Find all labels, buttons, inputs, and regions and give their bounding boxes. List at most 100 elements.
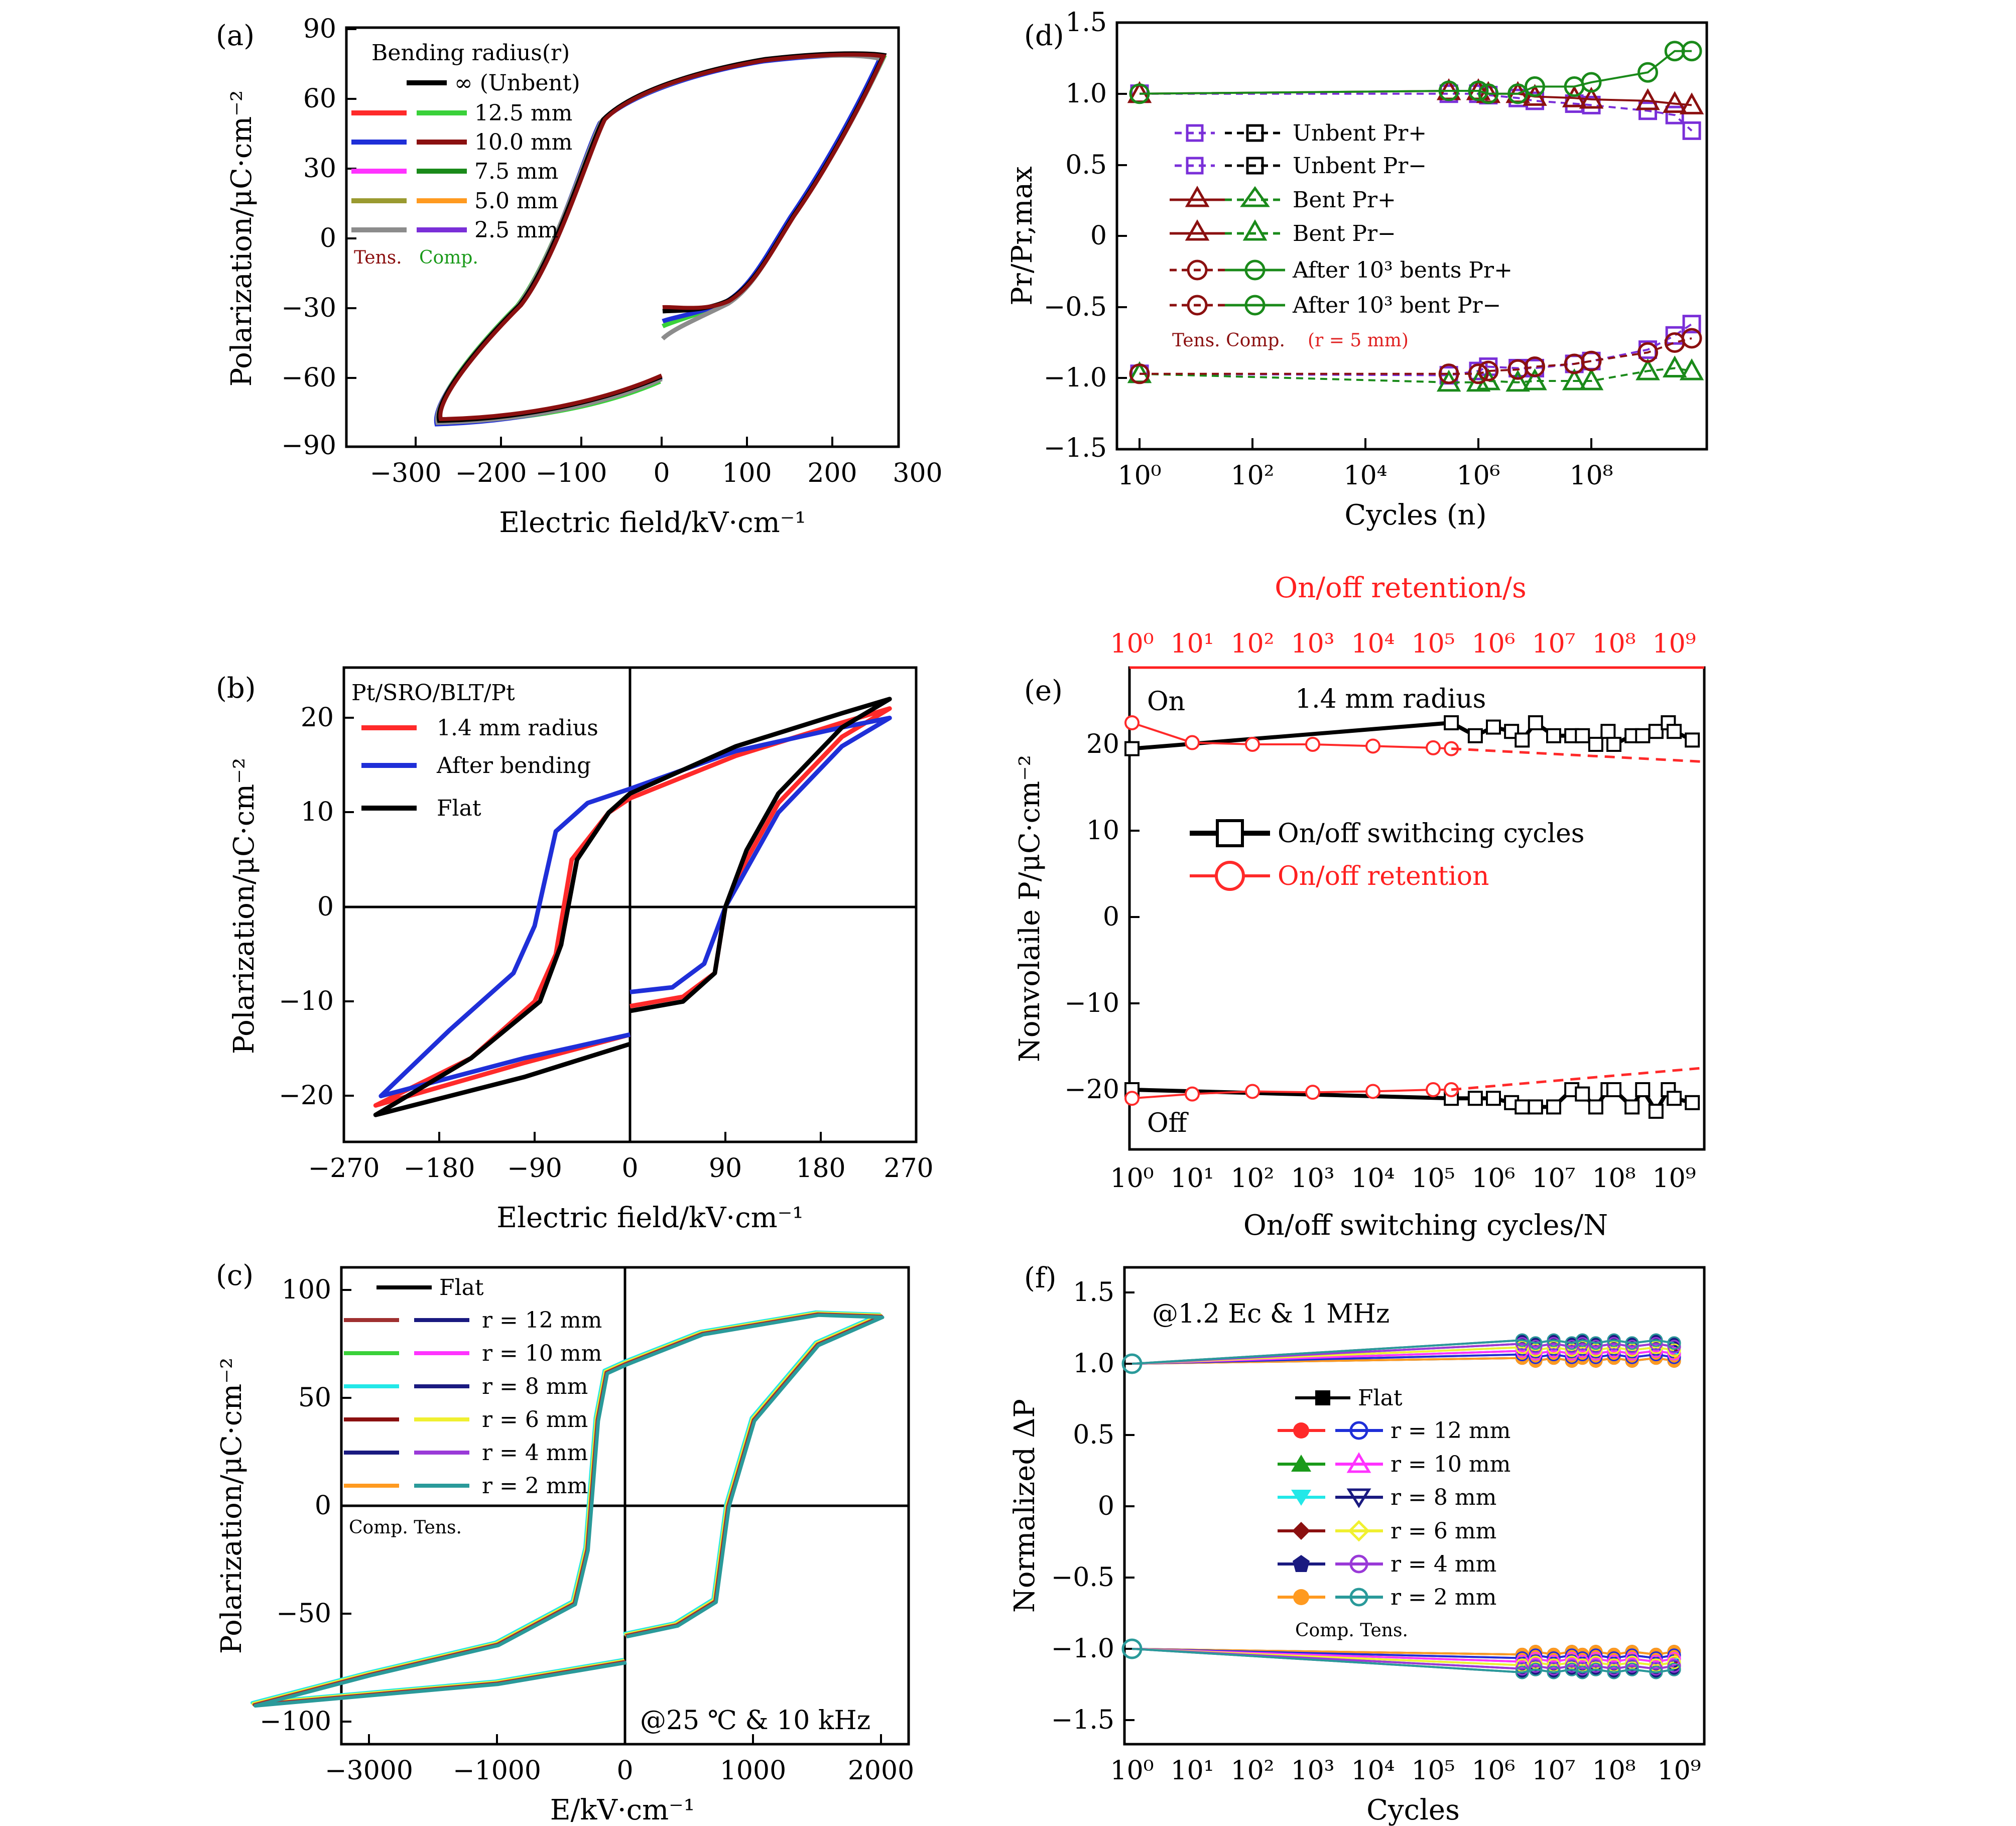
panel-f-ytick-1-0: 1.0 [1073, 1349, 1114, 1379]
panel-b-legend: Pt/SRO/BLT/Pt 1.4 mm radius After bendin… [351, 680, 598, 821]
panel-f-point [1607, 1348, 1621, 1362]
panel-c-xtick-0: 0 [616, 1756, 633, 1786]
panel-a-xtick-0: 0 [653, 458, 670, 488]
panel-f-legend-10: r = 10 mm [1391, 1452, 1510, 1477]
panel-e-retention-point [1185, 1086, 1200, 1102]
panel-e-cycles-point [1546, 1099, 1561, 1115]
panel-e-retention-point [1124, 1091, 1140, 1106]
panel-e-retention-point [1426, 1082, 1441, 1097]
panel-f-point [1667, 1347, 1681, 1361]
panel-b-ytick-10: 10 [301, 797, 334, 827]
panel-e-radius: 1.4 mm radius [1295, 684, 1486, 714]
panel-a-legend-2-5: 2.5 mm [474, 217, 558, 243]
panel-f-point [1529, 1350, 1543, 1364]
panel-e-legend-cycles: On/off swithcing cycles [1278, 819, 1584, 849]
panel-f-legend: Flat r = 12 mm r = 10 mm r = 8 mm r = 6 … [1278, 1385, 1510, 1641]
panel-f-point [1667, 1343, 1681, 1357]
panel-f-point [1515, 1662, 1529, 1676]
panel-c-label: (c) [216, 1259, 254, 1292]
panel-a-xtick-m300: −300 [370, 458, 442, 488]
panel-d-point [1438, 363, 1459, 384]
panel-e-xlabel: On/off switching cycles/N [1243, 1209, 1608, 1242]
panel-a-note-comp: Comp. [419, 247, 478, 268]
panel-b-ytick-20: 20 [301, 703, 334, 733]
panel-d-xtick-4: 10⁴ [1343, 461, 1387, 491]
panel-d-legend-after-minus: After 10³ bent Pr− [1292, 293, 1501, 318]
panel-f-point [1625, 1340, 1639, 1354]
panel-a-loop-darkred [438, 52, 887, 422]
panel-f-point [1575, 1333, 1589, 1347]
panel-b-legend-flat: Flat [437, 796, 481, 821]
panel-e-xtick-4: 10⁴ [1351, 1163, 1395, 1194]
panel-e-off: Off [1147, 1108, 1189, 1138]
panel-f-xtick-4: 10⁴ [1351, 1756, 1395, 1786]
panel-d-point [1681, 328, 1702, 349]
panel-e-retention-point [1245, 1084, 1260, 1099]
panel-c: (c) 100 50 0 −50 −100 −3000 −1000 0 1000… [215, 1259, 914, 1826]
panel-e-legend-retention: On/off retention [1278, 861, 1489, 891]
panel-f-point [1649, 1337, 1663, 1351]
panel-f-point [1589, 1645, 1603, 1659]
panel-f-xtick-1: 10¹ [1170, 1756, 1214, 1786]
panel-e-xticks: 10⁰ 10¹ 10² 10³ 10⁴ 10⁵ 10⁶ 10⁷ 10⁸ 10⁹ [1110, 1163, 1696, 1194]
panel-d-point [1681, 41, 1702, 62]
panel-e-xtick-1: 10¹ [1170, 1163, 1214, 1194]
panel-f-point [1589, 1343, 1603, 1357]
panel-e-cycles-point [1486, 719, 1501, 735]
panel-f-upper-8 [1131, 1350, 1675, 1365]
panel-f-point [1649, 1344, 1663, 1358]
panel-e-cycles-point [1667, 1091, 1682, 1106]
panel-f-point [1547, 1344, 1561, 1358]
panel-f-xticks: 10⁰ 10¹ 10² 10³ 10⁴ 10⁵ 10⁶ 10⁷ 10⁸ 10⁹ [1110, 1756, 1701, 1786]
panel-f-point [1667, 1659, 1681, 1673]
panel-f-point [1667, 1645, 1681, 1659]
panel-e: (e) On/off retention/s 10⁰ 10¹ 10² 10³ 1… [1014, 572, 1706, 1242]
panel-d-point [1581, 350, 1602, 371]
panel-a-xtick-m200: −200 [455, 458, 527, 488]
panel-d-ylabel: Pr/Pr,max [1006, 166, 1039, 305]
panel-d-xtick-0: 10⁰ [1117, 461, 1161, 491]
panel-f-start-upper [1121, 1353, 1143, 1374]
panel-c-xtick-1000: 1000 [720, 1756, 786, 1786]
panel-a-legend-12-5: 12.5 mm [474, 100, 572, 126]
panel-e-ytick-20: 20 [1086, 729, 1119, 759]
panel-f-point [1667, 1340, 1681, 1354]
panel-d-point [1525, 76, 1545, 97]
panel-b-yticks: 20 10 0 −10 −20 [279, 703, 354, 1111]
panel-f-point [1625, 1652, 1639, 1666]
panel-f-legend-4: r = 4 mm [1391, 1551, 1496, 1577]
panel-e-cycles-point [1606, 737, 1621, 752]
panel-f-point [1529, 1655, 1543, 1669]
panel-d-point [1579, 86, 1604, 109]
panel-d-point [1637, 342, 1658, 363]
panel-e-cycles-point [1648, 1104, 1664, 1119]
panel-d-point [1581, 72, 1602, 93]
panel-e-cycles-point [1667, 724, 1682, 739]
panel-b-ytick-m20: −20 [279, 1081, 334, 1111]
panel-c-ytick-50: 50 [298, 1383, 331, 1413]
panel-e-cycles-point [1575, 1086, 1590, 1102]
panel-f-ytick-m1-0: −1.0 [1051, 1634, 1114, 1664]
panel-e-extrapolation-off [1451, 1067, 1702, 1091]
panel-f-point [1529, 1347, 1543, 1361]
panel-e-xtick-7: 10⁷ [1532, 1163, 1575, 1194]
panel-f-point [1547, 1658, 1561, 1672]
panel-e-cycles-point [1588, 1099, 1603, 1115]
panel-f-ytick-0-5: 0.5 [1073, 1420, 1114, 1450]
panel-a-ytick-30: 30 [303, 154, 336, 184]
panel-f-legend-2: r = 2 mm [1391, 1585, 1496, 1610]
panel-e-cycles-point [1444, 715, 1459, 730]
panel-f-point [1529, 1343, 1543, 1357]
panel-e-top-tick-6: 10⁶ [1471, 629, 1515, 659]
panel-e-ylabel: Nonvolaile P/μC·cm⁻² [1014, 755, 1046, 1062]
panel-f-point [1607, 1665, 1621, 1679]
panel-e-top-ticks: 10⁰ 10¹ 10² 10³ 10⁴ 10⁵ 10⁶ 10⁷ 10⁸ 10⁹ [1110, 629, 1696, 659]
panel-e-yticks: 20 10 0 −10 −20 [1064, 729, 1140, 1105]
panel-e-cycles-point [1635, 1082, 1651, 1097]
panel-a-yticks: 90 60 30 0 −30 −60 −90 [281, 14, 356, 461]
panel-e-top-tick-5: 10⁵ [1411, 629, 1455, 659]
panel-b-xtick-0: 0 [621, 1153, 638, 1184]
panel-d-point [1523, 368, 1547, 390]
panel-f-lower-11 [1131, 1648, 1675, 1673]
panel-e-legend: On/off swithcing cycles On/off retention [1190, 819, 1584, 891]
